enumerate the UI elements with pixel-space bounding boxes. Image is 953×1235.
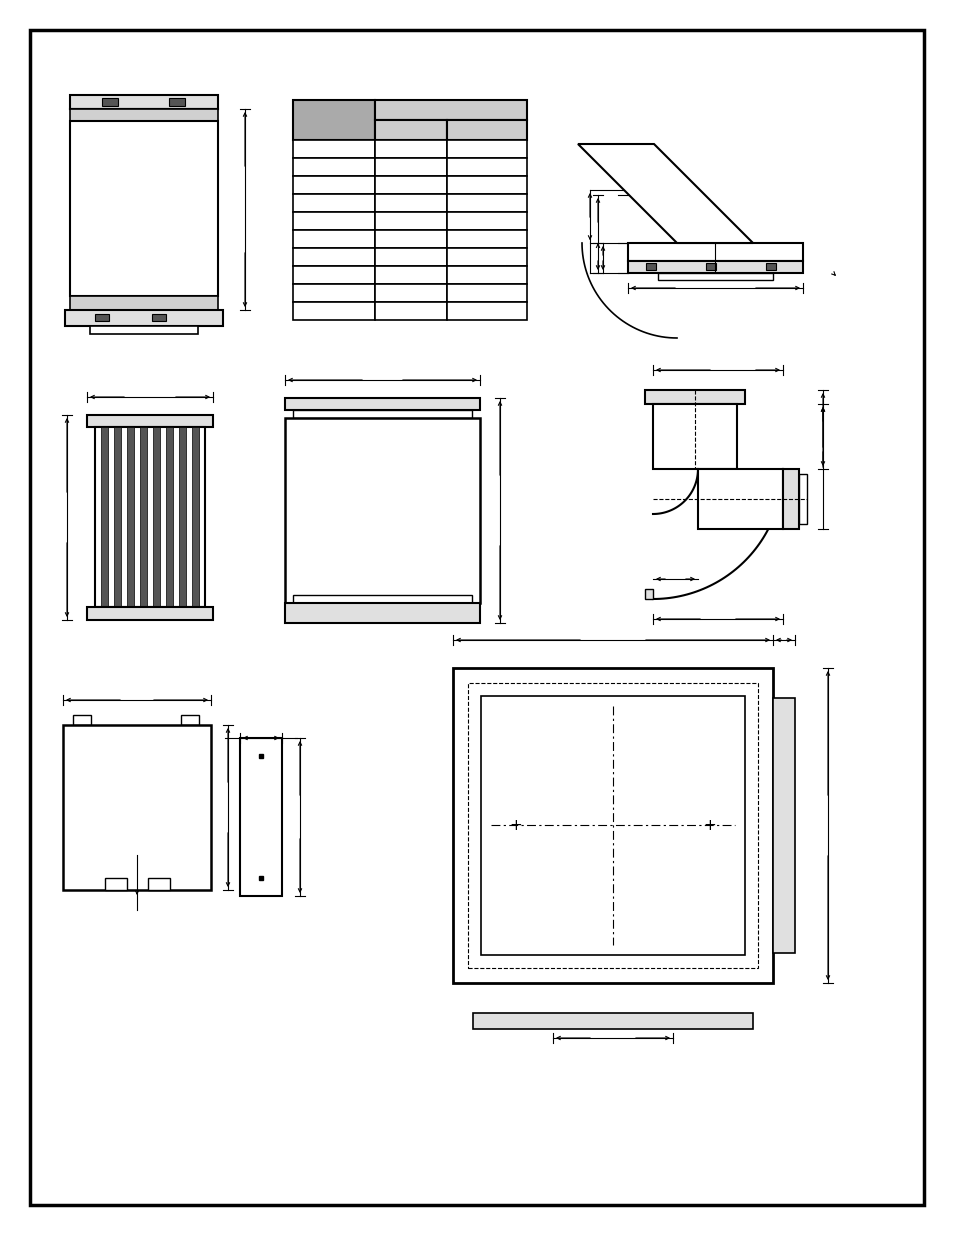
Bar (644, 589, 652, 599)
Bar (293, 595, 472, 603)
Bar (447, 177, 526, 194)
Bar (765, 263, 775, 270)
Text: +: + (703, 818, 716, 832)
Bar (293, 303, 375, 320)
Bar (447, 120, 526, 140)
Bar (102, 98, 118, 106)
Bar (95, 427, 205, 606)
Bar (447, 266, 526, 284)
Bar (375, 303, 447, 320)
Bar (240, 739, 282, 897)
Bar (87, 606, 213, 620)
Bar (447, 248, 526, 266)
Bar (375, 158, 447, 177)
Bar (148, 878, 170, 890)
Bar (447, 194, 526, 212)
Polygon shape (578, 144, 752, 243)
Bar (293, 140, 375, 158)
Bar (70, 121, 218, 296)
Bar (447, 303, 526, 320)
Bar (375, 120, 447, 140)
Bar (105, 878, 127, 890)
Bar (285, 417, 479, 603)
Bar (101, 427, 108, 606)
Bar (627, 243, 802, 261)
Bar (293, 266, 375, 284)
Bar (152, 427, 160, 606)
Bar (192, 427, 199, 606)
Bar (293, 194, 375, 212)
Bar (127, 427, 133, 606)
Bar (473, 1013, 752, 1029)
Bar (63, 725, 211, 890)
Bar (70, 109, 218, 121)
Bar (658, 273, 772, 280)
Bar (293, 284, 375, 303)
Bar (166, 427, 172, 606)
Bar (375, 284, 447, 303)
Bar (140, 427, 147, 606)
Bar (293, 177, 375, 194)
Bar (152, 314, 166, 321)
Bar (644, 390, 744, 404)
Bar (70, 95, 218, 109)
Bar (705, 263, 716, 270)
Bar (375, 177, 447, 194)
Bar (799, 474, 806, 524)
Bar (447, 140, 526, 158)
Bar (113, 427, 121, 606)
Bar (285, 398, 479, 410)
Bar (375, 100, 526, 120)
Bar (447, 212, 526, 230)
Bar (293, 158, 375, 177)
Bar (73, 715, 91, 725)
Bar (645, 263, 656, 270)
Bar (652, 404, 737, 469)
Bar (375, 230, 447, 248)
Bar (772, 698, 794, 953)
Bar (453, 668, 772, 983)
Bar (169, 98, 185, 106)
Bar (293, 100, 375, 140)
Bar (447, 158, 526, 177)
Bar (293, 248, 375, 266)
Bar (285, 603, 479, 622)
Bar (375, 248, 447, 266)
Bar (95, 314, 109, 321)
Bar (179, 427, 186, 606)
Bar (480, 697, 744, 955)
Bar (70, 296, 218, 310)
Bar (181, 715, 199, 725)
Text: +: + (509, 818, 522, 832)
Bar (447, 230, 526, 248)
Bar (293, 230, 375, 248)
Bar (468, 683, 758, 968)
Bar (627, 261, 802, 273)
Bar (375, 266, 447, 284)
Bar (293, 212, 375, 230)
Bar (447, 284, 526, 303)
Bar (90, 326, 198, 333)
Bar (375, 212, 447, 230)
Bar (375, 140, 447, 158)
Bar (293, 410, 472, 417)
Bar (87, 415, 213, 427)
Bar (782, 469, 799, 529)
Bar (698, 469, 782, 529)
Bar (65, 310, 223, 326)
Bar (375, 194, 447, 212)
